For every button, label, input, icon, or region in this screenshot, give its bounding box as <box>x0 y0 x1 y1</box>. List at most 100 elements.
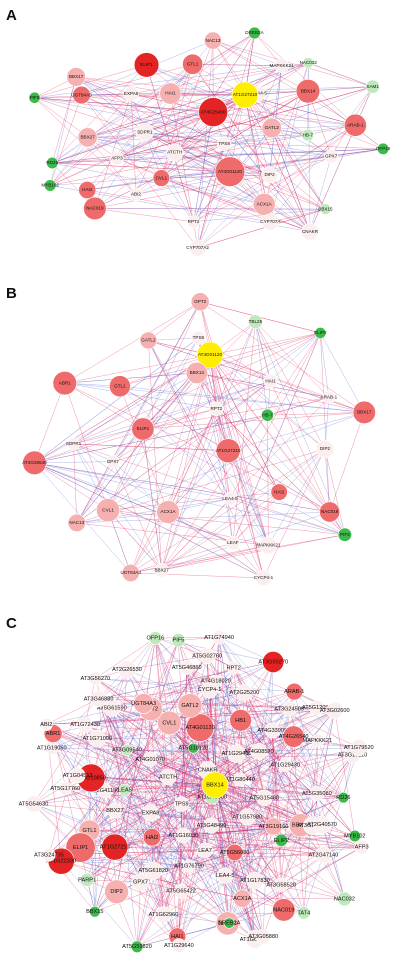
edge <box>34 414 268 464</box>
edge <box>174 90 309 153</box>
node-circle <box>65 832 96 863</box>
edge <box>112 461 169 513</box>
edge <box>212 40 309 92</box>
node-label: ABI2 <box>131 192 141 197</box>
edge <box>229 498 345 535</box>
network-node: RD26 <box>336 791 351 804</box>
edge <box>161 534 345 571</box>
node-label: ACX1A <box>233 896 252 902</box>
node-label: ACX1A <box>257 202 273 207</box>
node-label: ATCTH <box>167 150 182 155</box>
edge <box>112 461 162 571</box>
network-node: HAI2 <box>270 483 288 501</box>
network-node: NAC032 <box>300 57 317 69</box>
node-label: RPT2 <box>210 406 222 411</box>
edge <box>34 462 109 511</box>
edge <box>232 491 280 544</box>
edge <box>161 148 384 179</box>
edge <box>211 797 243 899</box>
node-circle <box>142 828 162 847</box>
edge <box>227 691 295 924</box>
network-node: DIP2 <box>261 166 278 184</box>
network-node: DREB2A <box>245 26 265 40</box>
node-label: OFP16 <box>376 146 391 151</box>
node-label: AT1G27210 <box>233 92 258 97</box>
node-circle <box>261 117 282 139</box>
edge <box>193 112 214 222</box>
node-label: AFP3 <box>111 156 123 161</box>
node-circle <box>209 674 223 688</box>
node-label: AT5G10120 <box>179 746 209 752</box>
edge <box>244 94 311 232</box>
edge <box>294 691 353 756</box>
edge <box>84 724 305 914</box>
edge <box>112 397 329 462</box>
node-label: CVL1 <box>102 507 114 512</box>
node-label: HAI1 <box>265 378 276 383</box>
node-label: TPS8 <box>193 335 205 340</box>
edge <box>148 340 231 499</box>
node-label: AT5G65422 <box>166 889 196 895</box>
network-node: BBX15 <box>86 906 104 918</box>
edge <box>87 125 356 138</box>
edge <box>130 354 211 574</box>
node-circle <box>226 843 244 862</box>
edge <box>34 372 197 464</box>
node-circle <box>314 846 332 864</box>
node-label: AT5G12010 <box>302 705 332 711</box>
network-node: ACX1A <box>252 193 276 216</box>
node-label: CYP707A <box>260 219 281 224</box>
edge <box>144 32 255 133</box>
node-circle <box>203 817 220 834</box>
edge <box>33 724 86 805</box>
network-node: GTL1 <box>182 53 204 75</box>
edge <box>135 64 193 195</box>
edge <box>264 710 335 799</box>
node-label: AT1G71000 <box>82 736 112 742</box>
network-node: EXPA8 <box>123 86 139 102</box>
edge <box>89 637 220 831</box>
edge <box>34 97 272 129</box>
node-label: LEA7 <box>198 848 212 854</box>
node-circle <box>42 848 56 862</box>
edge <box>209 354 264 579</box>
network-node: LEA5 <box>118 783 132 797</box>
edge <box>104 655 208 791</box>
node-label: MAPKKK21 <box>303 738 333 744</box>
node-label: AT2G40570 <box>307 822 337 828</box>
node-circle <box>144 861 163 880</box>
edge <box>76 461 114 524</box>
node-label: AT1G19050 <box>37 746 67 752</box>
edge <box>204 826 274 851</box>
node-label: LEAF <box>227 540 239 545</box>
node-label: UGT84A3 <box>120 570 141 575</box>
edge <box>303 747 360 914</box>
edge <box>64 383 109 511</box>
node-circle <box>297 906 311 920</box>
edge <box>34 462 264 579</box>
edge <box>34 461 113 464</box>
network-node: CYCP4-1 <box>254 569 274 587</box>
network-node: AT1G29430 <box>270 758 300 773</box>
edge <box>193 208 326 222</box>
network-node: ELIP2 <box>314 327 327 339</box>
edge <box>87 189 271 223</box>
node-circle <box>263 374 278 389</box>
node-circle <box>246 871 264 890</box>
edge <box>224 875 255 940</box>
node-label: SDPR1 <box>137 129 153 134</box>
edge <box>130 414 268 574</box>
edge <box>272 730 274 827</box>
edge <box>119 386 231 499</box>
node-circle <box>110 151 124 166</box>
edge <box>135 171 230 195</box>
node-circle <box>28 91 41 104</box>
node-label: AT5G61820 <box>138 868 168 874</box>
network-node: LEA4-5 <box>216 867 235 884</box>
edge <box>114 784 216 811</box>
node-circle <box>159 82 182 105</box>
node-label: BBX14 <box>301 88 316 93</box>
network-node: TBL25 <box>248 314 263 329</box>
node-label: BBX17 <box>292 823 309 829</box>
network-node: NAC13 <box>67 513 86 533</box>
